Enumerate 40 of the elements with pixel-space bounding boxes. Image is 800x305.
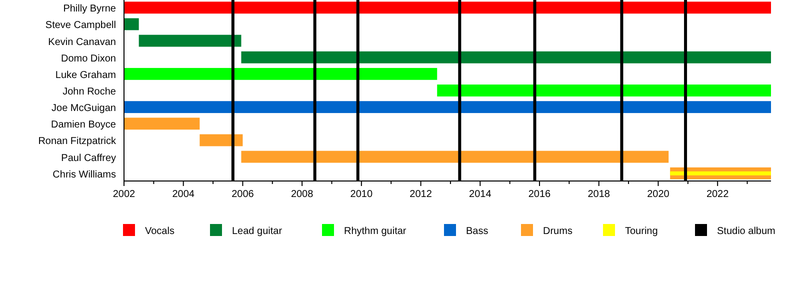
y-tick-label: Paul Caffrey — [61, 152, 116, 164]
legend-label: Bass — [466, 226, 488, 237]
x-tick-label: 2016 — [528, 189, 552, 200]
bar — [124, 118, 200, 130]
y-tick-label: Damien Boyce — [50, 120, 116, 131]
bar — [241, 51, 771, 64]
x-tick-label: 2008 — [290, 189, 314, 200]
y-tick-label: Steve Campbell — [45, 20, 116, 32]
bar — [138, 34, 242, 47]
x-tick-label: 2018 — [588, 189, 610, 200]
y-tick-label: Kevin Canavan — [48, 36, 116, 48]
bar — [241, 150, 669, 163]
legend-label: Rhythm guitar — [344, 226, 407, 237]
x-tick-label: 2010 — [350, 189, 373, 200]
bar — [124, 2, 771, 14]
bar — [124, 68, 438, 80]
x-tick-label: 2002 — [112, 189, 136, 200]
y-tick-label: Joe McGuigan — [52, 103, 116, 114]
y-tick-label: Philly Byrne — [63, 4, 116, 15]
bar — [670, 171, 771, 176]
bar — [124, 101, 771, 114]
legend-label: Lead guitar — [232, 226, 283, 237]
bar — [437, 84, 771, 96]
y-tick-label: Luke Graham — [55, 70, 116, 81]
y-tick-label: John Roche — [62, 86, 116, 98]
x-tick-label: 2004 — [172, 189, 195, 200]
bar — [124, 18, 139, 30]
x-tick-label: 2020 — [647, 189, 670, 200]
legend-label: Studio album — [717, 226, 776, 237]
legend-label: Drums — [543, 226, 572, 237]
y-tick-label: Domo Dixon — [60, 53, 116, 64]
legend-label: Vocals — [145, 226, 174, 237]
x-tick-label: 2006 — [232, 189, 254, 200]
legend-label: Touring — [625, 226, 658, 237]
bar — [200, 134, 243, 146]
y-tick-label: Chris Williams — [52, 169, 116, 180]
x-tick-label: 2012 — [410, 189, 432, 200]
x-tick-label: 2022 — [706, 189, 730, 200]
x-tick-label: 2014 — [469, 189, 492, 200]
y-tick-label: Ronan Fitzpatrick — [38, 136, 117, 148]
